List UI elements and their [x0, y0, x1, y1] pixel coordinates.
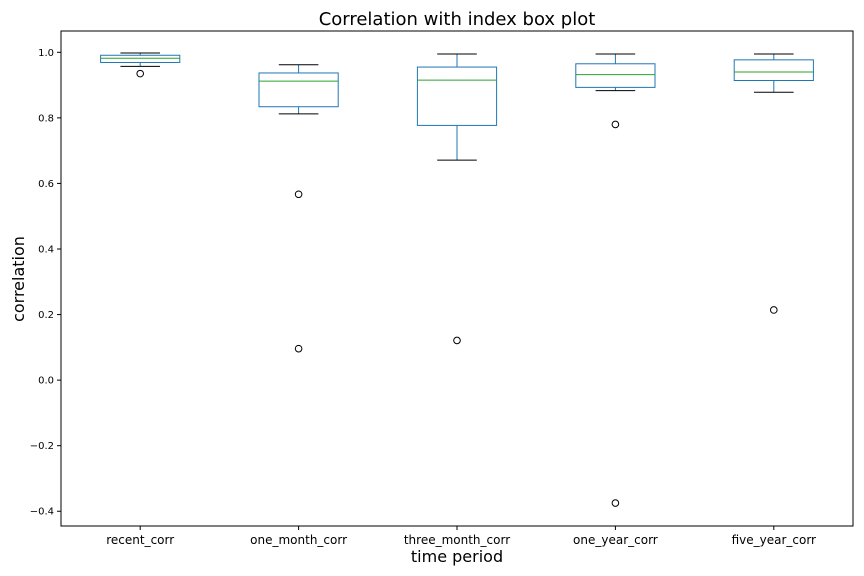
- y-tick-label: 0.2: [38, 310, 54, 321]
- y-axis-label: correlation: [9, 236, 28, 322]
- y-tick-label: 0.8: [38, 113, 54, 124]
- box-iqr: [416, 66, 498, 126]
- x-tick-label: one_year_corr: [573, 533, 658, 547]
- y-tick-label: −0.2: [30, 441, 54, 452]
- y-tick-label: 0.6: [38, 179, 54, 190]
- outlier-point: [770, 306, 778, 314]
- outlier-point: [136, 69, 144, 78]
- x-tick-label: three_month_corr: [404, 533, 510, 547]
- plot-area: 1.0 0.8 0.6 0.4 0.2 0.0 −0.2 −0.4 recent_corr one…: [30, 30, 854, 547]
- outlier-point: [453, 336, 461, 345]
- axes-frame: [60, 30, 854, 527]
- box-iqr: [733, 59, 814, 81]
- y-tick-label: −0.4: [30, 507, 54, 518]
- box-iqr: [100, 54, 181, 63]
- y-tick-label: 0.4: [38, 244, 54, 255]
- y-tick-label: 1.0: [38, 48, 54, 59]
- box-iqr: [258, 72, 339, 108]
- outlier-point: [294, 344, 303, 353]
- box-iqr: [575, 63, 656, 88]
- x-tick-label: recent_corr: [106, 533, 174, 547]
- outlier-point: [611, 499, 620, 507]
- y-tick-label: 0.0: [38, 376, 54, 387]
- outlier-point: [294, 190, 303, 199]
- x-tick-label: one_month_corr: [250, 533, 347, 547]
- x-tick-label: five_year_corr: [732, 533, 816, 547]
- outlier-point: [611, 120, 620, 129]
- x-axis-label: time period: [411, 547, 503, 566]
- chart-title: Correlation with index box plot: [319, 9, 596, 30]
